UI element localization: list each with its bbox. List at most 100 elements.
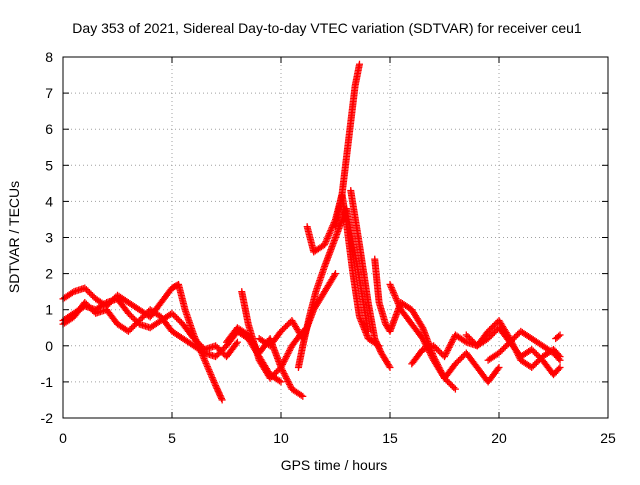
data-point xyxy=(389,287,397,295)
data-point xyxy=(211,380,219,388)
data-point xyxy=(441,353,448,361)
data-point xyxy=(84,302,92,310)
data-point xyxy=(387,284,395,292)
data-point xyxy=(134,318,142,326)
data-point xyxy=(140,312,148,320)
data-point xyxy=(487,324,495,332)
data-point xyxy=(430,342,438,350)
data-point xyxy=(389,288,397,296)
data-point xyxy=(135,317,143,325)
data-point xyxy=(512,347,520,355)
data-point xyxy=(89,306,97,314)
data-point xyxy=(393,296,401,304)
data-point xyxy=(555,365,563,373)
data-point xyxy=(137,315,145,323)
data-point xyxy=(450,384,458,392)
data-point xyxy=(448,339,456,347)
data-point xyxy=(453,358,461,366)
data-point xyxy=(426,350,434,358)
x-tick-label: 0 xyxy=(59,430,67,446)
data-point xyxy=(556,356,564,364)
data-point xyxy=(420,338,428,346)
data-point xyxy=(84,287,92,295)
data-point xyxy=(285,379,293,387)
y-tick-label: -1 xyxy=(41,374,54,390)
data-point xyxy=(500,344,508,352)
data-points xyxy=(59,60,564,404)
data-point xyxy=(490,328,498,336)
series-sat-m xyxy=(408,324,564,379)
data-point xyxy=(392,295,400,303)
data-point xyxy=(418,322,426,330)
data-point xyxy=(170,311,178,319)
data-point xyxy=(386,280,394,288)
data-point xyxy=(391,293,399,301)
data-point xyxy=(282,374,290,382)
data-point xyxy=(203,361,211,369)
data-point xyxy=(451,385,459,393)
data-point xyxy=(193,338,201,346)
data-point xyxy=(323,236,331,244)
data-point xyxy=(498,346,506,354)
data-point xyxy=(395,301,403,309)
y-tick-label: -2 xyxy=(41,410,54,426)
data-point xyxy=(321,239,329,247)
y-tick-label: 0 xyxy=(45,338,53,354)
data-point xyxy=(199,348,207,356)
y-tick-label: 5 xyxy=(45,157,53,173)
data-point xyxy=(501,343,509,351)
data-point xyxy=(281,356,289,364)
data-point xyxy=(393,298,401,306)
data-point xyxy=(286,380,294,388)
data-point xyxy=(555,355,563,363)
data-point xyxy=(444,345,452,353)
data-point xyxy=(504,340,512,348)
data-point xyxy=(495,363,503,371)
data-point xyxy=(89,292,97,300)
data-point xyxy=(464,333,472,341)
data-point xyxy=(511,345,519,353)
data-point xyxy=(85,289,93,297)
data-point xyxy=(269,371,277,379)
data-point xyxy=(394,299,402,307)
data-point xyxy=(212,342,220,350)
data-point xyxy=(487,331,495,339)
data-point xyxy=(280,370,288,378)
data-point xyxy=(168,309,176,317)
data-point xyxy=(391,291,399,299)
data-point xyxy=(467,336,475,344)
data-point xyxy=(271,370,279,378)
data-point xyxy=(556,363,564,371)
data-point xyxy=(216,348,224,356)
data-point xyxy=(385,362,393,370)
data-point xyxy=(283,376,291,384)
data-point xyxy=(444,377,452,385)
data-point xyxy=(441,351,449,359)
data-point xyxy=(124,327,132,335)
data-point xyxy=(495,349,503,357)
series-sat-c xyxy=(59,298,285,386)
data-point xyxy=(419,336,427,344)
data-point xyxy=(218,346,226,354)
data-point xyxy=(213,343,221,351)
data-point xyxy=(331,271,339,279)
data-point xyxy=(201,358,209,366)
data-point xyxy=(332,270,339,278)
data-point xyxy=(419,335,427,343)
data-point xyxy=(282,323,290,331)
data-point xyxy=(268,373,276,381)
data-point xyxy=(82,300,90,308)
data-point xyxy=(87,290,95,298)
data-point xyxy=(215,350,223,358)
y-tick-label: 6 xyxy=(45,121,53,137)
y-tick-label: 8 xyxy=(45,49,53,65)
data-point xyxy=(203,363,211,371)
series-sat-i xyxy=(332,60,363,231)
data-point xyxy=(208,372,216,380)
data-point xyxy=(142,310,150,318)
data-point xyxy=(68,289,76,297)
data-point xyxy=(126,311,134,319)
data-point xyxy=(277,363,285,371)
data-point xyxy=(201,356,209,364)
data-point xyxy=(386,363,394,371)
